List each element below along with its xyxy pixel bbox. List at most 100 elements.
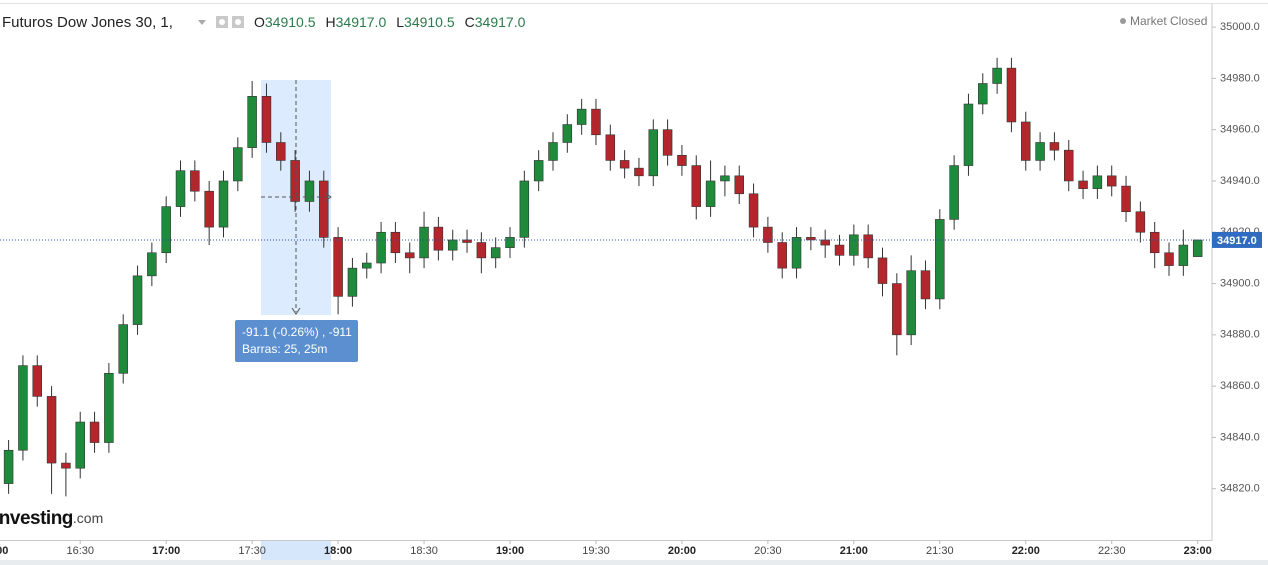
ohlc-values: O34910.5 H34917.0 L34910.5 C34917.0 (254, 14, 526, 30)
candle-body (920, 270, 931, 300)
candle-body (978, 83, 988, 105)
y-tick-label: 34980.0 (1220, 72, 1260, 84)
candle-body (605, 134, 616, 161)
candle-body (290, 160, 300, 202)
logo-name: Investing (0, 508, 73, 529)
dropdown-icon[interactable] (198, 20, 206, 25)
ohlc-key: O (254, 14, 265, 30)
x-tick-label: 20:30 (754, 545, 782, 557)
candle-body (233, 147, 243, 182)
candle-body (132, 275, 143, 325)
candle-body (562, 124, 573, 143)
candle-body (61, 462, 71, 469)
candle-body (1063, 149, 1074, 182)
candle-body (89, 421, 100, 443)
x-tick-label: 17:30 (238, 545, 266, 557)
candle-body (863, 234, 873, 259)
candle-body (390, 231, 401, 254)
candle-body (677, 155, 687, 166)
candle-body (1092, 175, 1103, 189)
x-tick-label: 16:00 (0, 545, 8, 557)
last-price-box (1212, 231, 1262, 248)
ohlc-key: L (396, 14, 404, 30)
x-tick-label: 22:30 (1098, 545, 1126, 557)
candle-body (462, 239, 472, 243)
logo-suffix: .com (73, 510, 103, 526)
candle-body (218, 180, 229, 228)
candle-body (949, 165, 959, 220)
candle-body (519, 180, 530, 238)
measure-arrow-down (291, 307, 301, 315)
candle-body (791, 237, 802, 269)
candle-body (1192, 239, 1203, 257)
candle-body (190, 170, 200, 192)
candle-body (261, 96, 272, 143)
x-tick-label: 20:00 (668, 545, 696, 557)
candle-body (892, 283, 902, 336)
x-tick-label: 19:30 (582, 545, 610, 557)
candle-body (734, 175, 744, 195)
ohlc-key: H (326, 14, 336, 30)
candle-body (992, 67, 1002, 84)
candle-body (319, 180, 329, 238)
candle-body (32, 365, 42, 397)
candle-body (634, 167, 644, 177)
candle-body (362, 262, 372, 269)
candle-body (648, 129, 659, 177)
candle-body (447, 239, 458, 251)
candle-body (1006, 67, 1017, 123)
ohlc-value: 34917.0 (475, 14, 526, 30)
y-tick-label: 34820.0 (1220, 483, 1260, 495)
candle-body (104, 373, 114, 443)
candle-body (247, 96, 257, 148)
candle-body (720, 175, 730, 182)
candle-body (161, 206, 171, 254)
candle-body (376, 231, 386, 264)
x-tick-label: 21:00 (840, 545, 868, 557)
x-tick-label: 17:00 (152, 545, 180, 557)
candle-body (304, 180, 315, 202)
candle-body (963, 103, 974, 166)
candle-body (1049, 142, 1060, 151)
candle-body (1121, 185, 1131, 213)
x-tick-label: 21:30 (926, 545, 954, 557)
candle-body (404, 252, 415, 259)
candle-body (175, 170, 186, 207)
candle-body (118, 324, 128, 374)
candle-body (533, 160, 544, 182)
last-price-label: 34917.0 (1217, 235, 1257, 247)
y-tick-label: 34840.0 (1220, 431, 1260, 443)
y-tick-label: 34940.0 (1220, 175, 1260, 187)
y-tick-label: 35000.0 (1220, 21, 1260, 33)
candle-body (75, 421, 85, 469)
y-tick-label: 34960.0 (1220, 124, 1260, 136)
candle-body (849, 234, 859, 256)
candle-body (1164, 252, 1174, 266)
x-tick-label: 23:00 (1184, 545, 1212, 557)
measure-text: Barras: 25, 25m (242, 342, 327, 356)
candle-body (433, 226, 444, 251)
measure-text: -91.1 (-0.26%) , -911 (242, 325, 352, 339)
candle-body (1178, 244, 1189, 266)
candle-body (748, 193, 759, 228)
status-dot (1120, 18, 1126, 24)
candle-body (147, 252, 157, 277)
measure-tooltip (235, 320, 358, 362)
ohlc-key: C (465, 14, 475, 30)
candle-body (1106, 175, 1117, 187)
candle-body (691, 165, 701, 207)
candle-body (1135, 211, 1146, 233)
candle-body (1149, 231, 1160, 254)
ohlc-value: 34910.5 (265, 14, 316, 30)
logo: Investing.com (0, 508, 103, 529)
x-tick-label: 18:30 (410, 545, 438, 557)
candle-body (834, 244, 845, 256)
candle-body (877, 257, 888, 284)
x-tick-label: 18:00 (324, 545, 352, 557)
candle-body (906, 270, 916, 336)
range-axis-highlight (261, 541, 331, 560)
y-tick-label: 34900.0 (1220, 277, 1260, 289)
